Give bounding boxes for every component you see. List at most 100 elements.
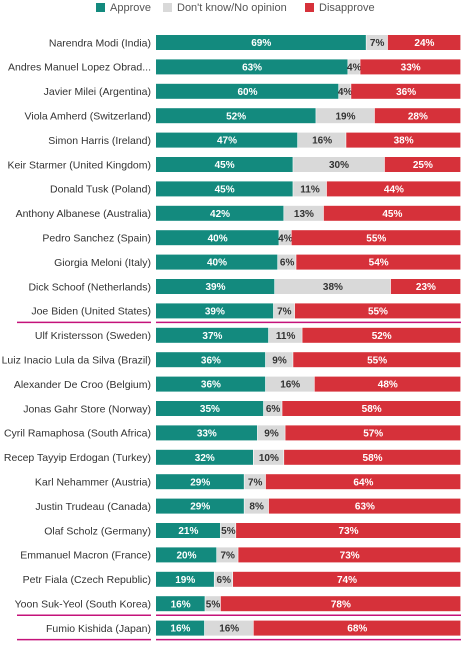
bar-don-t-know-no-opinion-keir-starmer-united-kingdom xyxy=(293,157,385,172)
bar-disapprove-simon-harris-ireland xyxy=(346,132,461,148)
bar-approve-justin-trudeau-canada xyxy=(156,498,244,514)
value-label-don-t-know-no-opinion-javier-milei-argentina: 4% xyxy=(338,87,353,98)
bar-don-t-know-no-opinion-joe-biden-united-states xyxy=(273,303,295,319)
bar-disapprove-jonas-gahr-store-norway xyxy=(282,401,461,416)
value-label-disapprove-karl-nehammer-austria: 64% xyxy=(353,477,373,488)
bar-don-t-know-no-opinion-pedro-sanchez-spain xyxy=(279,230,291,246)
category-label-cyril-ramaphosa-south-africa: Cyril Ramaphosa (South Africa) xyxy=(4,428,151,440)
value-label-don-t-know-no-opinion-narendra-modi-india: 7% xyxy=(370,38,385,49)
bar-disapprove-ulf-kristersson-sweden xyxy=(302,327,461,343)
category-label-alexander-de-croo-belgium: Alexander De Croo (Belgium) xyxy=(14,379,151,391)
value-label-disapprove-luiz-inacio-lula-da-silva-brazil: 55% xyxy=(367,355,387,366)
category-label-emmanuel-macron-france: Emmanuel Macron (France) xyxy=(20,550,151,562)
value-label-don-t-know-no-opinion-alexander-de-croo-belgium: 16% xyxy=(280,380,300,391)
category-label-viola-amherd-switzerland: Viola Amherd (Switzerland) xyxy=(25,111,151,123)
value-label-don-t-know-no-opinion-donald-tusk-poland: 11% xyxy=(300,185,320,196)
bar-disapprove-olaf-scholz-germany xyxy=(236,523,461,538)
bar-approve-anthony-albanese-australia xyxy=(156,205,284,221)
value-label-disapprove-viola-amherd-switzerland: 28% xyxy=(408,111,428,122)
value-label-don-t-know-no-opinion-petr-fiala-czech-republic: 6% xyxy=(217,575,232,586)
bar-don-t-know-no-opinion-andres-manuel-lopez-obrad xyxy=(348,59,360,75)
bar-approve-viola-amherd-switzerland xyxy=(156,108,316,124)
bar-approve-cyril-ramaphosa-south-africa xyxy=(156,425,258,441)
value-label-approve-emmanuel-macron-france: 20% xyxy=(176,551,196,562)
bar-disapprove-anthony-albanese-australia xyxy=(323,205,461,221)
chart-legend: Approve Don't know/No opinion Disapprove xyxy=(0,0,467,16)
bar-approve-keir-starmer-united-kingdom xyxy=(156,157,293,172)
category-label-jonas-gahr-store-norway: Jonas Gahr Store (Norway) xyxy=(23,403,151,415)
value-label-approve-andres-manuel-lopez-obrad: 63% xyxy=(242,63,262,74)
value-label-disapprove-ulf-kristersson-sweden: 52% xyxy=(372,331,392,342)
bar-don-t-know-no-opinion-petr-fiala-czech-republic xyxy=(214,571,233,587)
bar-don-t-know-no-opinion-giorgia-meloni-italy xyxy=(278,254,296,270)
bar-don-t-know-no-opinion-alexander-de-croo-belgium xyxy=(265,376,314,392)
bar-disapprove-giorgia-meloni-italy xyxy=(296,254,461,270)
value-label-disapprove-keir-starmer-united-kingdom: 25% xyxy=(413,160,433,171)
legend-item-approve[interactable]: Approve xyxy=(96,2,151,14)
bar-disapprove-recep-tayyip-erdogan-turkey xyxy=(284,449,461,465)
value-label-don-t-know-no-opinion-karl-nehammer-austria: 7% xyxy=(248,477,263,488)
value-label-don-t-know-no-opinion-jonas-gahr-store-norway: 6% xyxy=(266,404,281,415)
bar-approve-luiz-inacio-lula-da-silva-brazil xyxy=(156,352,266,368)
legend-item-disapprove[interactable]: Disapprove xyxy=(305,2,375,14)
value-label-don-t-know-no-opinion-emmanuel-macron-france: 7% xyxy=(220,551,235,562)
bar-don-t-know-no-opinion-anthony-albanese-australia xyxy=(284,205,324,221)
value-label-disapprove-jonas-gahr-store-norway: 58% xyxy=(362,404,382,415)
value-label-approve-viola-amherd-switzerland: 52% xyxy=(226,111,246,122)
bar-disapprove-viola-amherd-switzerland xyxy=(374,108,461,124)
category-label-petr-fiala-czech-republic: Petr Fiala (Czech Republic) xyxy=(23,574,151,586)
legend-item-no-opinion[interactable]: Don't know/No opinion xyxy=(163,2,287,14)
bar-approve-alexander-de-croo-belgium xyxy=(156,376,266,392)
value-label-don-t-know-no-opinion-joe-biden-united-states: 7% xyxy=(277,307,292,318)
value-label-approve-pedro-sanchez-spain: 40% xyxy=(208,233,228,244)
value-label-don-t-know-no-opinion-olaf-scholz-germany: 5% xyxy=(221,526,236,537)
bar-disapprove-emmanuel-macron-france xyxy=(238,547,461,563)
value-label-disapprove-pedro-sanchez-spain: 55% xyxy=(366,233,386,244)
value-label-approve-narendra-modi-india: 69% xyxy=(251,38,271,49)
category-label-anthony-albanese-australia: Anthony Albanese (Australia) xyxy=(16,208,151,220)
bar-don-t-know-no-opinion-emmanuel-macron-france xyxy=(217,547,238,563)
value-label-approve-alexander-de-croo-belgium: 36% xyxy=(201,380,221,391)
bar-disapprove-justin-trudeau-canada xyxy=(268,498,461,514)
bar-approve-ulf-kristersson-sweden xyxy=(156,327,269,343)
legend-label-disapprove: Disapprove xyxy=(319,2,375,14)
value-label-approve-fumio-kishida-japan: 16% xyxy=(170,624,190,635)
category-label-narendra-modi-india: Narendra Modi (India) xyxy=(49,37,151,49)
bar-approve-simon-harris-ireland xyxy=(156,132,298,148)
value-label-don-t-know-no-opinion-fumio-kishida-japan: 16% xyxy=(219,624,239,635)
category-label-ulf-kristersson-sweden: Ulf Kristersson (Sweden) xyxy=(35,330,151,342)
value-label-disapprove-petr-fiala-czech-republic: 74% xyxy=(337,575,357,586)
bar-don-t-know-no-opinion-karl-nehammer-austria xyxy=(244,474,266,490)
value-label-don-t-know-no-opinion-giorgia-meloni-italy: 6% xyxy=(280,258,295,269)
category-label-luiz-inacio-lula-da-silva-brazil: Luiz Inacio Lula da Silva (Brazil) xyxy=(2,355,151,367)
value-label-don-t-know-no-opinion-ulf-kristersson-sweden: 11% xyxy=(276,331,296,342)
category-label-dick-schoof-netherlands: Dick Schoof (Netherlands) xyxy=(28,281,151,293)
value-label-approve-olaf-scholz-germany: 21% xyxy=(178,526,198,537)
value-label-disapprove-alexander-de-croo-belgium: 48% xyxy=(378,380,398,391)
bar-approve-olaf-scholz-germany xyxy=(156,523,221,538)
value-label-approve-keir-starmer-united-kingdom: 45% xyxy=(215,160,235,171)
value-label-don-t-know-no-opinion-cyril-ramaphosa-south-africa: 9% xyxy=(264,429,279,440)
bar-approve-donald-tusk-poland xyxy=(156,181,293,197)
value-label-disapprove-emmanuel-macron-france: 73% xyxy=(340,551,360,562)
bar-disapprove-luiz-inacio-lula-da-silva-brazil xyxy=(293,352,461,368)
value-label-disapprove-cyril-ramaphosa-south-africa: 57% xyxy=(363,429,383,440)
bar-approve-narendra-modi-india xyxy=(156,35,366,50)
value-label-approve-ulf-kristersson-sweden: 37% xyxy=(202,331,222,342)
bar-don-t-know-no-opinion-simon-harris-ireland xyxy=(297,132,346,148)
bar-don-t-know-no-opinion-luiz-inacio-lula-da-silva-brazil xyxy=(265,352,293,368)
category-label-giorgia-meloni-italy: Giorgia Meloni (Italy) xyxy=(54,257,151,269)
legend-swatch-approve xyxy=(96,3,105,12)
bar-disapprove-cyril-ramaphosa-south-africa xyxy=(285,425,461,441)
bar-don-t-know-no-opinion-cyril-ramaphosa-south-africa xyxy=(257,425,285,441)
value-label-don-t-know-no-opinion-justin-trudeau-canada: 8% xyxy=(249,502,264,513)
category-label-justin-trudeau-canada: Justin Trudeau (Canada) xyxy=(35,501,151,513)
bar-disapprove-pedro-sanchez-spain xyxy=(291,230,461,246)
bar-approve-andres-manuel-lopez-obrad xyxy=(156,59,348,75)
bar-approve-petr-fiala-czech-republic xyxy=(156,571,214,587)
bar-disapprove-fumio-kishida-japan xyxy=(253,620,461,636)
value-label-don-t-know-no-opinion-keir-starmer-united-kingdom: 30% xyxy=(329,160,349,171)
category-label-keir-starmer-united-kingdom: Keir Starmer (United Kingdom) xyxy=(7,159,151,171)
bar-approve-fumio-kishida-japan xyxy=(156,620,205,636)
bar-approve-giorgia-meloni-italy xyxy=(156,254,278,270)
